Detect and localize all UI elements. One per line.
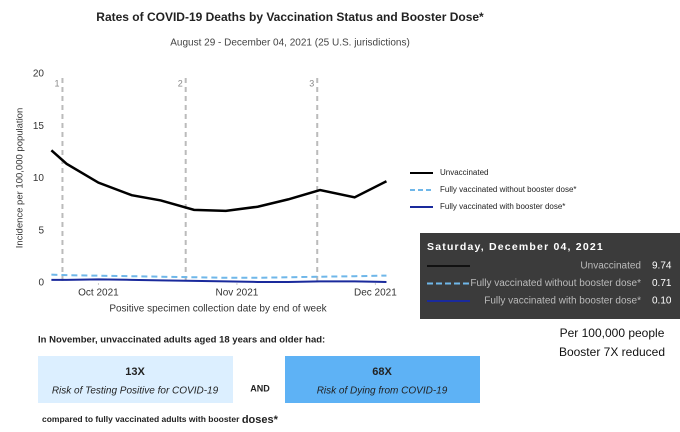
footer-text: compared to fully vaccinated adults with… (42, 414, 240, 424)
callout-heading: In November, unvaccinated adults aged 18… (38, 335, 325, 346)
y-axis-label: Incidence per 100,000 population (15, 108, 26, 249)
tooltip-value: 9.74 (652, 261, 672, 272)
footer: compared to fully vaccinated adults with… (42, 414, 279, 426)
chart-subtitle: August 29 - December 04, 2021 (25 U.S. j… (170, 38, 410, 49)
x-tick-label: Oct 2021 (78, 288, 119, 299)
legend-label: Fully vaccinated with booster dose* (440, 202, 566, 211)
y-tick-label: 10 (33, 173, 45, 184)
legend-label: Unvaccinated (440, 168, 489, 177)
annotation-label: 1 (54, 78, 59, 88)
series-line (51, 278, 387, 283)
box-value: 68X (372, 366, 392, 378)
tooltip (420, 233, 680, 319)
y-tick-label: 15 (33, 121, 45, 132)
legend-label: Fully vaccinated without booster dose* (440, 185, 577, 194)
box-value: 13X (125, 366, 145, 378)
annotation-label: 3 (309, 78, 314, 88)
box-text: Risk of Testing Positive for COVID-19 (52, 386, 219, 397)
y-tick-label: 5 (38, 225, 44, 236)
x-tick-label: Nov 2021 (216, 288, 259, 299)
series-line (51, 273, 387, 279)
note: Per 100,000 people (560, 326, 665, 340)
box-1 (38, 356, 233, 403)
tooltip-label: Fully vaccinated without booster dose* (470, 278, 641, 289)
x-axis-label: Positive specimen collection date by end… (109, 304, 327, 315)
box-text: Risk of Dying from COVID-19 (317, 386, 448, 397)
box-2 (285, 356, 480, 403)
y-tick-label: 20 (33, 69, 45, 80)
series-line (50, 149, 388, 213)
footer-emphasis: doses* (242, 414, 279, 426)
x-tick-label: Dec 2021 (354, 288, 397, 299)
chart-title: Rates of COVID-19 Deaths by Vaccination … (96, 10, 484, 24)
tooltip-title: Saturday, December 04, 2021 (427, 241, 604, 253)
y-tick-label: 0 (38, 278, 44, 289)
annotation-label: 2 (178, 78, 183, 88)
tooltip-label: Unvaccinated (580, 261, 641, 272)
connector: AND (250, 383, 270, 393)
note: Booster 7X reduced (559, 345, 665, 359)
tooltip-value: 0.71 (652, 278, 672, 289)
tooltip-label: Fully vaccinated with booster dose* (484, 296, 641, 307)
tooltip-value: 0.10 (652, 296, 672, 307)
